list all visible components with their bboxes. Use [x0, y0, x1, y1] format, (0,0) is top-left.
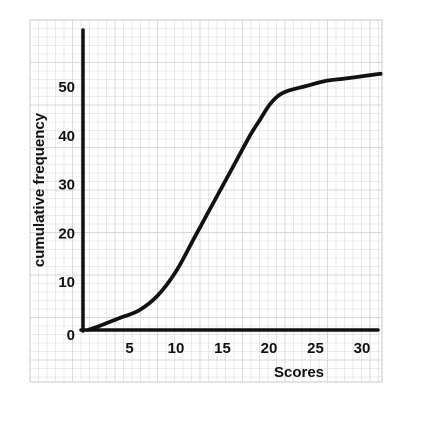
x-tick-label: 20 — [261, 340, 278, 357]
x-tick-label: 30 — [354, 340, 371, 357]
series — [85, 71, 383, 332]
y-tick-label: 0 — [67, 327, 75, 344]
x-tick-labels: 5 10 15 20 25 30 — [125, 340, 370, 357]
y-tick-label: 50 — [58, 79, 75, 96]
grid-lines — [29, 19, 383, 383]
x-tick-label: 5 — [125, 340, 133, 357]
axes — [79, 28, 380, 333]
cumulative-frequency-curve — [85, 71, 383, 332]
y-tick-label: 30 — [58, 177, 75, 194]
y-tick-labels: 0 10 20 30 40 50 — [58, 79, 75, 344]
x-tick-label: 10 — [168, 340, 185, 357]
y-tick-label: 40 — [58, 128, 75, 145]
x-axis-title: Scores — [274, 364, 324, 381]
x-tick-label: 15 — [214, 340, 231, 357]
y-axis-title: cumulative frequency — [31, 112, 48, 267]
y-tick-label: 20 — [58, 225, 75, 242]
x-tick-label: 25 — [307, 340, 324, 357]
y-tick-label: 10 — [58, 274, 75, 291]
grid-border — [29, 19, 383, 383]
